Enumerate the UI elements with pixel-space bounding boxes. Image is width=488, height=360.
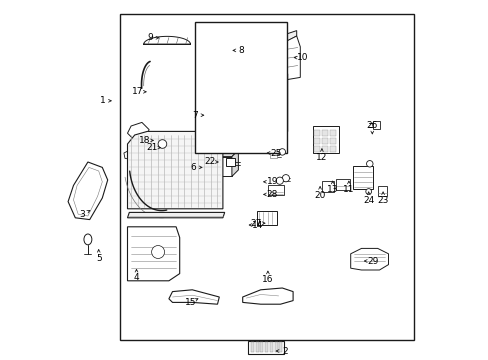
Polygon shape [280,31,296,45]
Text: 17: 17 [132,87,143,96]
Bar [260,342,263,352]
Bar [312,126,338,153]
Bar [314,146,320,152]
Bar [120,14,413,340]
Bar [257,211,276,225]
Text: 1: 1 [100,96,105,105]
Text: 15: 15 [184,298,196,307]
Bar [329,130,335,136]
Text: 3: 3 [79,210,85,219]
Bar [226,158,235,166]
Bar [212,157,231,176]
Bar [329,138,335,144]
Text: 14: 14 [252,220,263,230]
Polygon shape [168,290,219,304]
Bar [321,181,333,192]
Polygon shape [278,74,287,144]
Circle shape [276,177,283,184]
Bar [336,179,349,190]
Ellipse shape [84,234,92,245]
Circle shape [366,161,372,167]
Bar [372,121,380,129]
Text: 26: 26 [366,121,377,130]
Text: 24: 24 [362,196,373,205]
Polygon shape [278,36,300,81]
Text: 19: 19 [266,177,277,186]
Text: 13: 13 [326,185,338,194]
Polygon shape [242,288,292,304]
Bar [322,146,327,152]
Bar [269,342,272,352]
Polygon shape [73,167,102,216]
Polygon shape [203,74,287,86]
Bar [194,22,286,153]
Text: 29: 29 [366,256,378,265]
Polygon shape [127,122,149,140]
Polygon shape [203,86,278,144]
Text: 21: 21 [146,143,157,152]
Polygon shape [123,148,147,160]
Text: 2: 2 [282,346,287,356]
Polygon shape [68,162,107,220]
Bar [314,130,320,136]
Bar [267,185,284,195]
Circle shape [151,246,164,258]
Polygon shape [127,212,224,218]
Bar [378,186,386,196]
Text: 5: 5 [96,253,102,263]
Circle shape [365,189,371,194]
Circle shape [158,140,166,148]
Text: 23: 23 [377,196,388,205]
Bar [279,342,282,352]
Text: 11: 11 [343,185,354,194]
Text: 27: 27 [250,219,262,228]
Text: 18: 18 [139,136,150,145]
Text: 6: 6 [190,163,196,172]
Text: 7: 7 [192,111,198,120]
Text: 9: 9 [147,33,153,42]
Bar [250,342,253,352]
Bar [322,130,327,136]
Circle shape [282,175,289,182]
Text: 28: 28 [266,190,277,199]
Polygon shape [127,131,223,209]
Bar [329,146,335,152]
Text: 25: 25 [269,149,281,158]
Bar [247,341,284,354]
Text: 10: 10 [297,53,308,62]
Text: 16: 16 [262,275,273,284]
Bar [270,152,276,158]
Bar [255,342,258,352]
Polygon shape [127,227,179,281]
Bar [352,166,373,189]
Bar [322,138,327,144]
Polygon shape [231,150,238,176]
Bar [314,138,320,144]
Polygon shape [350,248,387,270]
Bar [274,342,277,352]
Bar [264,342,267,352]
Bar [229,104,238,112]
Text: 20: 20 [314,191,325,199]
Text: 4: 4 [133,274,139,282]
Text: 8: 8 [238,46,244,55]
Text: 12: 12 [316,153,327,162]
Text: 22: 22 [203,157,215,166]
Circle shape [279,149,285,155]
Polygon shape [212,150,238,157]
